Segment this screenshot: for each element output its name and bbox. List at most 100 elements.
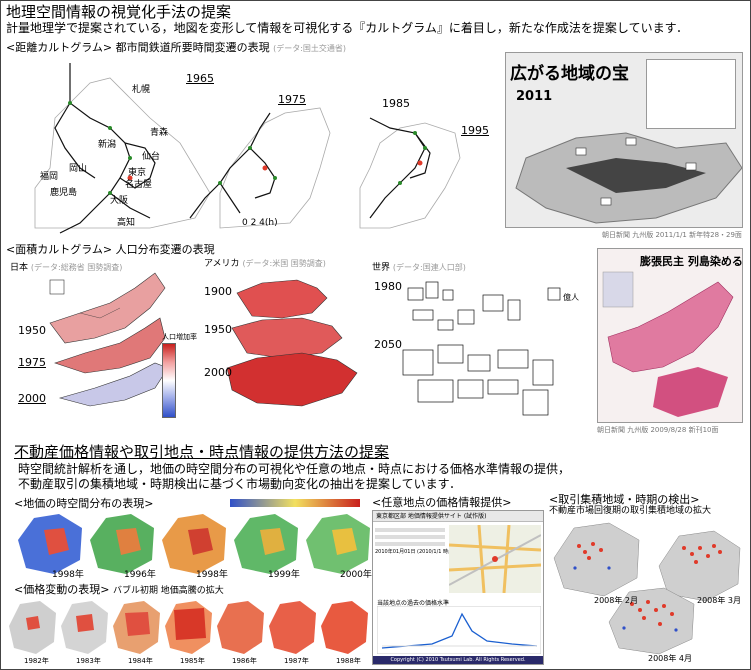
change-year-2: 1983年 (76, 657, 101, 665)
change-year-3: 1984年 (128, 657, 153, 665)
distance-cartogram-heading: <距離カルトグラム> 都市間鉄道所要時間変遷の表現 (データ:国土交通省) (6, 41, 347, 54)
japan-map-1950 (49, 272, 166, 344)
spatio-year-4: 1999年 (268, 570, 300, 580)
america-year-1950: 1950 (204, 323, 232, 336)
america-map-1900 (236, 279, 328, 319)
newspaper-credit-area: 朝日新聞 九州版 2009/8/28 新刊10面 (597, 426, 719, 434)
change-map-7 (321, 601, 368, 654)
world-year-2050: 2050 (374, 338, 402, 351)
distance-scale: 0 2 4(h) (242, 218, 278, 228)
japan-label: 日本 (データ:総務省 国勢調査) (10, 263, 123, 273)
japan-map-1975 (54, 317, 166, 374)
world-label: 世界 (データ:国連人口部) (372, 263, 466, 273)
japan-legend: 人口増加率 (162, 332, 197, 418)
change-map-2 (61, 601, 108, 654)
realestate-title: 不動産価格情報や取引地点・時点情報の提供方法の提案 (14, 443, 390, 461)
america-year-2000: 2000 (204, 366, 232, 379)
distance-year-1985: 1985 (382, 97, 410, 110)
newspaper-area-headline: 膨張民主 列島染める (640, 255, 743, 268)
world-map-2050 (402, 344, 554, 416)
cluster-map-1 (553, 522, 640, 597)
change-year-7: 1988年 (336, 657, 361, 665)
price-info-web-screenshot: 東京都区部 地価情報提供サイト (試作版) 2010年01月01日 (2010/… (372, 510, 544, 665)
america-year-1900: 1900 (204, 285, 232, 298)
change-year-1: 1982年 (24, 657, 49, 665)
distance-map-outlines (34, 77, 461, 229)
change-map-3 (113, 601, 160, 654)
distance-railway-network-1985 (369, 117, 431, 219)
cluster-map-3 (608, 587, 695, 655)
change-map-1 (9, 601, 56, 654)
america-map-1950 (231, 317, 343, 359)
change-year-4: 1985年 (180, 657, 205, 665)
america-label: アメリカ (データ:米国 国勢調査) (204, 259, 326, 269)
city-label-sapporo: 札幌 (132, 85, 151, 95)
spatio-year-3: 1998年 (196, 570, 228, 580)
city-label-fukuoka: 福岡 (40, 172, 59, 182)
cluster-heading: <取引集積地域・時期の検出> (549, 493, 700, 506)
web-chart-title: 当該地点の過去の価格水準 (377, 600, 450, 607)
cluster-year-2: 2008年 3月 (697, 596, 741, 605)
web-footer: Copyright (C) 2010 Tsutsumi Lab. All Rig… (373, 656, 543, 664)
world-year-1980: 1980 (374, 280, 402, 293)
web-form-panel: 2010年01月01日 (2010/1/1 時点) (375, 525, 455, 595)
web-date-label: 2010年01月01日 (2010/1/1 時点) (375, 549, 455, 555)
change-map-4 (165, 601, 212, 654)
cluster-map-2 (658, 530, 741, 602)
world-legend-unit: 億人 (563, 293, 579, 302)
web-street-map (449, 525, 541, 593)
area-cartogram-heading: <面積カルトグラム> 人口分布変遷の表現 (6, 243, 215, 256)
newspaper-text-column (646, 59, 736, 129)
page-title: 地理空間情報の視覚化手法の提案 (6, 3, 232, 21)
newspaper-year: 2011 (516, 89, 553, 104)
city-label-tokyo: 東京 (128, 168, 147, 178)
spatio-year-5: 2000年 (340, 570, 372, 580)
distance-year-1995: 1995 (461, 124, 489, 137)
web-window-title: 東京都区部 地価情報提供サイト (試作版) (373, 511, 543, 522)
city-label-kochi: 高知 (117, 218, 136, 228)
america-map-2000 (226, 352, 358, 407)
spatio-map-4 (234, 514, 298, 574)
spatio-map-2 (90, 514, 154, 574)
japan-legend-colorbar (162, 343, 176, 418)
realestate-desc-line2: 不動産取引の集積地域・時期検出に基づく市場動向変化の抽出を提案しています． (18, 477, 462, 491)
newspaper-clipping-area: 膨張民主 列島染める (597, 248, 743, 423)
spatio-maps-row (14, 510, 370, 580)
distance-tokyo-markers (127, 160, 423, 181)
japan-year-2000: 2000 (18, 392, 46, 405)
realestate-desc-line1: 時空間統計解析を通し，地価の時空間分布の可視化や任意の地点・時点における価格水準… (18, 462, 571, 476)
point-heading: <任意地点の価格情報提供> (372, 496, 512, 509)
city-label-osaka: 大阪 (110, 196, 129, 206)
change-map-6 (269, 601, 316, 654)
newspaper-credit-distance: 朝日新聞 九州版 2011/1/1 新年特28・29面 (602, 231, 742, 239)
distance-year-1975: 1975 (278, 93, 306, 106)
area-cartogram-america (226, 279, 358, 407)
spatio-map-1 (18, 514, 82, 574)
spatio-color-scale (230, 499, 360, 507)
newspaper-clipping-distance: 広がる地域の宝 2011 (505, 52, 743, 228)
world-legend-box (547, 287, 561, 301)
city-label-nagoya: 名古屋 (125, 180, 153, 190)
change-year-6: 1987年 (284, 657, 309, 665)
city-label-sendai: 仙台 (142, 152, 161, 162)
web-price-history-chart (377, 606, 541, 654)
japan-year-1950: 1950 (18, 324, 46, 337)
spatio-year-2: 1996年 (124, 570, 156, 580)
change-map-5 (217, 601, 264, 654)
page-description: 計量地理学で提案されている，地図を変形して情報を可視化する『カルトグラム』に着目… (6, 21, 689, 35)
distance-source: (データ:国土交通省) (273, 44, 347, 53)
distance-year-1965: 1965 (186, 72, 214, 85)
japan-scale-box (49, 279, 65, 295)
world-map-1980 (407, 281, 521, 331)
distance-cartogram-maps (34, 63, 461, 234)
newspaper-area-map-image (602, 271, 734, 417)
spatio-year-1: 1998年 (52, 570, 84, 580)
spatio-heading: <地価の時空間分布の表現> (14, 497, 154, 510)
city-label-okayama: 岡山 (69, 164, 88, 174)
japan-legend-title: 人口増加率 (162, 333, 197, 341)
change-maps-row (6, 598, 368, 658)
distance-railway-network-1975 (189, 112, 276, 219)
newspaper-map-image (515, 132, 742, 224)
area-cartogram-japan (49, 272, 169, 407)
newspaper-headline: 広がる地域の宝 (510, 64, 629, 84)
